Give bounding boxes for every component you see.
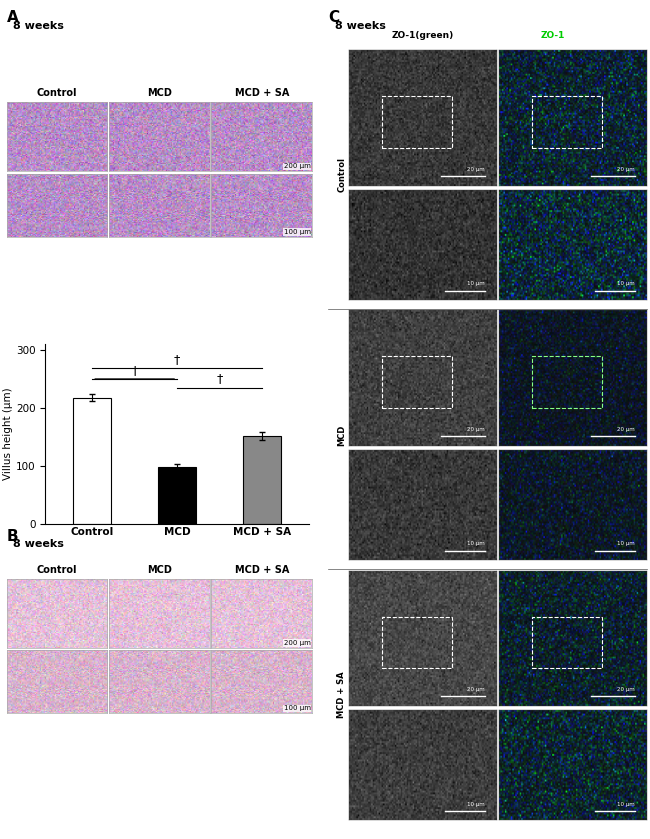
Text: 10 μm: 10 μm xyxy=(467,281,485,286)
Text: ZO-1: ZO-1 xyxy=(541,31,565,40)
Bar xyxy=(382,617,452,668)
Text: Control: Control xyxy=(36,565,77,575)
Text: 8 weeks: 8 weeks xyxy=(13,539,64,550)
Bar xyxy=(532,96,603,148)
Text: 100 μm: 100 μm xyxy=(283,706,311,711)
Text: 20 μm: 20 μm xyxy=(618,167,635,172)
Bar xyxy=(243,436,281,524)
Bar xyxy=(158,467,196,524)
Bar xyxy=(532,357,603,408)
Text: †: † xyxy=(131,363,138,377)
Text: 200 μm: 200 μm xyxy=(284,164,311,169)
Text: 8 weeks: 8 weeks xyxy=(335,21,385,31)
Text: A: A xyxy=(6,10,18,25)
Bar xyxy=(382,357,452,408)
Text: 200 μm: 200 μm xyxy=(284,640,311,646)
Text: MCD: MCD xyxy=(147,88,172,98)
Y-axis label: Villus height (μm): Villus height (μm) xyxy=(3,388,14,481)
Text: †: † xyxy=(174,353,180,366)
Text: Control: Control xyxy=(337,158,346,192)
Text: 20 μm: 20 μm xyxy=(467,167,485,172)
Text: B: B xyxy=(6,529,18,544)
Text: MCD: MCD xyxy=(147,565,172,575)
Text: 10 μm: 10 μm xyxy=(618,281,635,286)
Text: 100 μm: 100 μm xyxy=(283,229,311,235)
Text: MCD + SA: MCD + SA xyxy=(235,565,289,575)
Text: 10 μm: 10 μm xyxy=(618,541,635,546)
Text: 8 weeks: 8 weeks xyxy=(13,21,64,31)
Text: 20 μm: 20 μm xyxy=(618,427,635,432)
Text: MCD + SA: MCD + SA xyxy=(337,672,346,718)
Text: 20 μm: 20 μm xyxy=(467,687,485,692)
Text: 20 μm: 20 μm xyxy=(467,427,485,432)
Text: 20 μm: 20 μm xyxy=(618,687,635,692)
Text: ZO-1(green): ZO-1(green) xyxy=(392,31,454,40)
Text: MCD: MCD xyxy=(337,425,346,446)
Text: C: C xyxy=(328,10,339,25)
Bar xyxy=(532,617,603,668)
Text: 10 μm: 10 μm xyxy=(467,801,485,806)
Bar xyxy=(382,96,452,148)
Text: †: † xyxy=(216,373,223,385)
Text: /DAPI: /DAPI xyxy=(565,31,593,40)
Text: Control: Control xyxy=(36,88,77,98)
Text: 10 μm: 10 μm xyxy=(618,801,635,806)
Text: MCD + SA: MCD + SA xyxy=(235,88,289,98)
Bar xyxy=(73,398,111,524)
Text: 10 μm: 10 μm xyxy=(467,541,485,546)
